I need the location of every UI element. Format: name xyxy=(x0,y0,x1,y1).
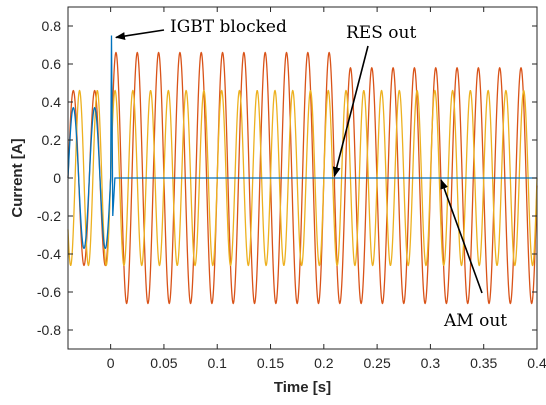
plot-frame xyxy=(67,6,538,350)
y-tick-label: 0.6 xyxy=(42,56,62,72)
x-tick-label: 0.1 xyxy=(207,355,227,371)
x-axis-label: Time [s] xyxy=(274,379,331,396)
ticks-layer: 0 0.05 0.1 0.15 0.2 0.25 0.3 0.35 0.4 0.8 0.6 0.4 0.… xyxy=(37,7,546,371)
y-tick-label: 0.4 xyxy=(42,94,62,110)
x-tick-label: 0.15 xyxy=(257,355,284,371)
series-0-line xyxy=(67,51,538,305)
x-tick-label: 0.35 xyxy=(470,355,497,371)
x-tick-label: 0.2 xyxy=(314,355,334,371)
y-tick-label: 0.2 xyxy=(42,132,62,148)
y-tick-label: -0.6 xyxy=(37,284,61,300)
x-tick-label: 0 xyxy=(107,355,115,371)
res-out-annotation: RES out xyxy=(346,23,416,43)
annotation-layer: IGBT blocked RES out AM out xyxy=(114,17,507,331)
x-tick-label: 0.4 xyxy=(527,355,546,371)
y-tick-label: -0.8 xyxy=(37,322,61,338)
am-out-arrow xyxy=(440,178,483,294)
x-tick-label: 0.25 xyxy=(363,355,390,371)
y-tick-label: 0.8 xyxy=(42,18,62,34)
series-layer xyxy=(67,35,538,305)
y-tick-label: 0 xyxy=(53,170,61,186)
x-tick-label: 0.05 xyxy=(150,355,177,371)
y-tick-label: -0.4 xyxy=(37,246,61,262)
y-axis-label: Current [A] xyxy=(9,138,26,217)
igbt-blocked-arrow xyxy=(114,29,165,40)
am-out-annotation: AM out xyxy=(443,311,507,331)
res-out-arrow xyxy=(332,45,369,178)
series-2-line xyxy=(67,35,537,250)
igbt-blocked-annotation: IGBT blocked xyxy=(170,17,287,37)
x-tick-label: 0.3 xyxy=(421,355,441,371)
y-tick-label: -0.2 xyxy=(37,208,61,224)
